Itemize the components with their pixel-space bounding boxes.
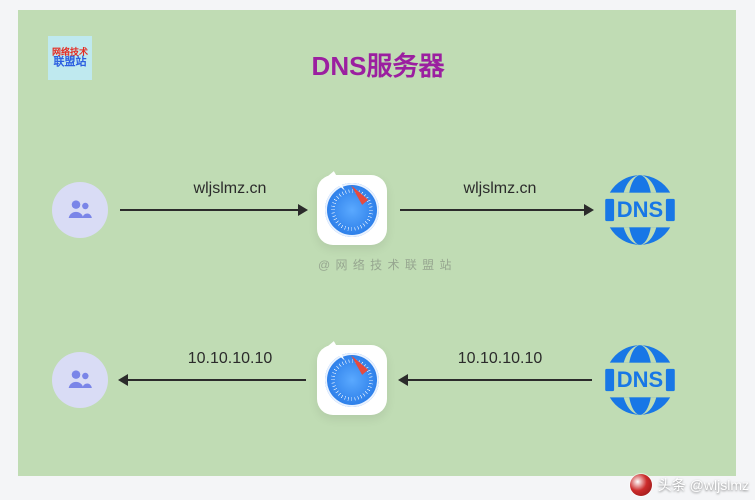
flow-arrow: #e3.right::after{border-left-color:#2b2b…	[120, 379, 306, 381]
brand-logo-badge: 网络技术 联盟站	[48, 36, 92, 80]
watermark-text: @ 网 络 技 术 联 盟 站	[318, 256, 453, 273]
flow-label: wljslmz.cn	[160, 180, 300, 198]
users-icon	[52, 182, 108, 238]
footer-credit-text: 头条 @wljslmz	[658, 475, 749, 495]
footer-credit: 头条 @wljslmz	[630, 474, 749, 496]
dns-server-icon: DNS	[603, 343, 677, 417]
logo-line2: 联盟站	[54, 57, 87, 68]
dns-server-icon: DNS	[603, 173, 677, 247]
flow-label: 10.10.10.10	[160, 350, 300, 368]
author-avatar-icon	[630, 474, 652, 496]
flow-label: 10.10.10.10	[430, 350, 570, 368]
users-icon	[52, 352, 108, 408]
browser-icon	[317, 345, 387, 415]
flow-arrow: #e0.right::after{border-left-color:#2b2b…	[120, 209, 306, 211]
flow-label: wljslmz.cn	[430, 180, 570, 198]
flow-arrow: #e2.right::after{border-left-color:#2b2b…	[400, 379, 592, 381]
flow-arrow: #e1.right::after{border-left-color:#2b2b…	[400, 209, 592, 211]
browser-icon	[317, 175, 387, 245]
diagram-title: DNS服务器	[228, 46, 528, 83]
